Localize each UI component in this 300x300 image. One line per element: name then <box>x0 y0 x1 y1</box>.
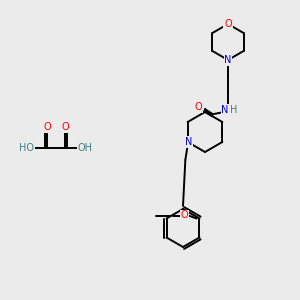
Text: N: N <box>185 137 192 147</box>
Text: OH: OH <box>77 143 92 153</box>
Text: O: O <box>181 211 188 220</box>
Text: O: O <box>43 122 51 132</box>
Text: O: O <box>61 122 69 132</box>
Text: N: N <box>224 55 232 65</box>
Text: O: O <box>194 102 202 112</box>
Text: N: N <box>221 105 229 115</box>
Text: O: O <box>224 19 232 29</box>
Text: HO: HO <box>20 143 34 153</box>
Text: H: H <box>230 105 238 115</box>
